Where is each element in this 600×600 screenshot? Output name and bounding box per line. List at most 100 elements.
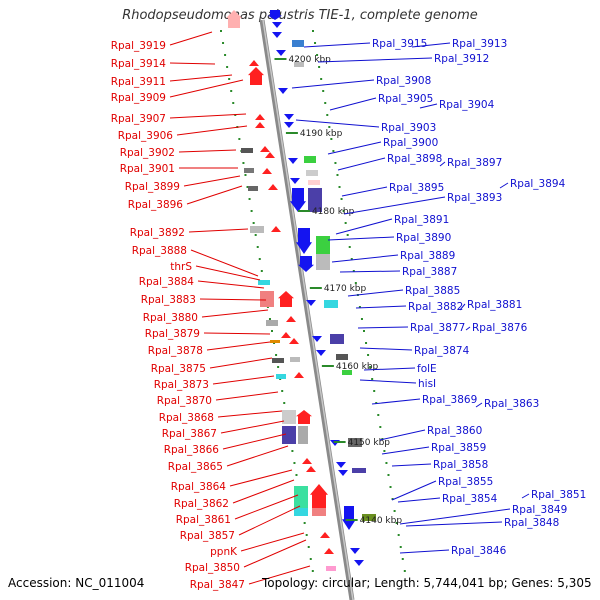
gene-block [330,334,344,344]
right-track-dot [379,426,382,428]
gene-label-Rpal_3864: Rpal_3864 [171,481,227,493]
gene-label-Rpal_3888: Rpal_3888 [132,245,187,257]
gene-arrow [289,338,299,344]
right-track-dot [367,354,370,356]
gene-block [260,291,274,307]
leader-line [178,149,237,153]
gene-label-Rpal_3899: Rpal_3899 [125,181,180,193]
left-track-dot [268,318,271,320]
gene-arrow [249,60,259,66]
gene-arrow [265,152,275,158]
right-track-dot [401,558,404,560]
gene-label-Rpal_3857: Rpal_3857 [180,530,235,542]
leader-line [465,326,471,331]
gene-arrow [278,291,294,307]
gene-block [258,280,270,285]
leader-line [222,433,287,450]
gene-arrow [255,114,265,120]
right-track-dot [346,234,349,236]
right-track-dot [369,366,372,368]
gene-block [294,508,308,516]
left-track-dot [246,186,249,188]
kbp-tick-label: 4190 kbp [300,129,343,139]
leader-line [176,125,248,136]
right-track-dot [320,78,323,80]
leader-line [206,341,271,351]
accession-text: Accession: NC_011004 [8,576,145,590]
gene-label-folE: folE [417,363,437,375]
leader-line [357,326,409,329]
leader-line [381,446,430,455]
gene-label-Rpal_3907: Rpal_3907 [111,113,166,125]
right-track-dot [348,246,351,248]
leader-line [399,549,450,554]
gene-label-Rpal_3855: Rpal_3855 [438,476,493,488]
left-track-dot [291,450,294,452]
leader-line [217,410,283,418]
leader-line [248,565,311,585]
right-track-dot [365,342,368,344]
gene-arrow [316,350,326,356]
leader-line [327,141,382,155]
right-track-dot [336,174,339,176]
left-track-dot [238,138,241,140]
leader-line [209,357,273,369]
gene-arrow [262,168,272,174]
kbp-tick-label: 4200 kbp [288,55,331,65]
gene-label-Rpal_3851: Rpal_3851 [531,489,586,501]
left-track-dot [228,78,231,80]
left-track-dot [309,558,312,560]
right-track-dot [328,126,331,128]
right-track-dot [318,66,321,68]
gene-label-Rpal_3896: Rpal_3896 [128,199,184,211]
gene-label-Rpal_3874: Rpal_3874 [414,345,470,357]
gene-label-Rpal_3847: Rpal_3847 [190,579,245,591]
gene-label-Rpal_3878: Rpal_3878 [148,345,203,357]
chromosome-backbone-highlight [262,19,354,600]
leader-line [343,196,446,215]
gene-block [342,370,352,375]
gene-label-Rpal_3868: Rpal_3868 [159,412,214,424]
gene-arrow [272,22,282,28]
gene-arrow [320,532,330,538]
gene-arrow [276,50,286,56]
leader-line [391,480,437,501]
gene-label-Rpal_3884: Rpal_3884 [139,276,195,288]
right-track-dot [395,522,398,524]
right-track-dot [393,510,396,512]
gene-arrow [260,146,270,152]
gene-block [298,426,308,444]
gene-label-Rpal_3915: Rpal_3915 [372,38,427,50]
right-track-dot [360,318,363,320]
gene-label-Rpal_3862: Rpal_3862 [174,498,229,510]
gene-block [266,320,278,326]
leader-line [243,539,307,568]
left-track-dot [307,546,310,548]
map-title: Rhodopseudomonas palustris TIE-1, comple… [122,8,478,23]
left-track-dot [248,198,251,200]
leader-line [371,398,421,405]
gene-label-Rpal_3904: Rpal_3904 [439,99,495,111]
leader-line [232,479,295,504]
gene-label-Rpal_3865: Rpal_3865 [168,461,223,473]
gene-block [336,354,348,360]
gene-label-Rpal_3897: Rpal_3897 [447,157,502,169]
gene-label-ppnK: ppnK [210,546,238,558]
gene-arrow [278,88,288,94]
gene-label-Rpal_3893: Rpal_3893 [447,192,502,204]
gene-block [294,486,308,508]
gene-block [290,357,300,362]
gene-arrow [268,10,282,20]
leader-line [317,57,433,63]
left-track-dot [303,522,306,524]
right-track-dot [334,162,337,164]
gene-block [270,340,280,343]
gene-arrow [338,470,348,476]
gene-label-Rpal_3898: Rpal_3898 [387,153,442,165]
gene-block [316,236,330,254]
left-track-dot [260,270,263,272]
leader-line [379,429,426,441]
gene-block [316,254,330,270]
leader-line [439,161,446,167]
left-track-dot [232,102,235,104]
